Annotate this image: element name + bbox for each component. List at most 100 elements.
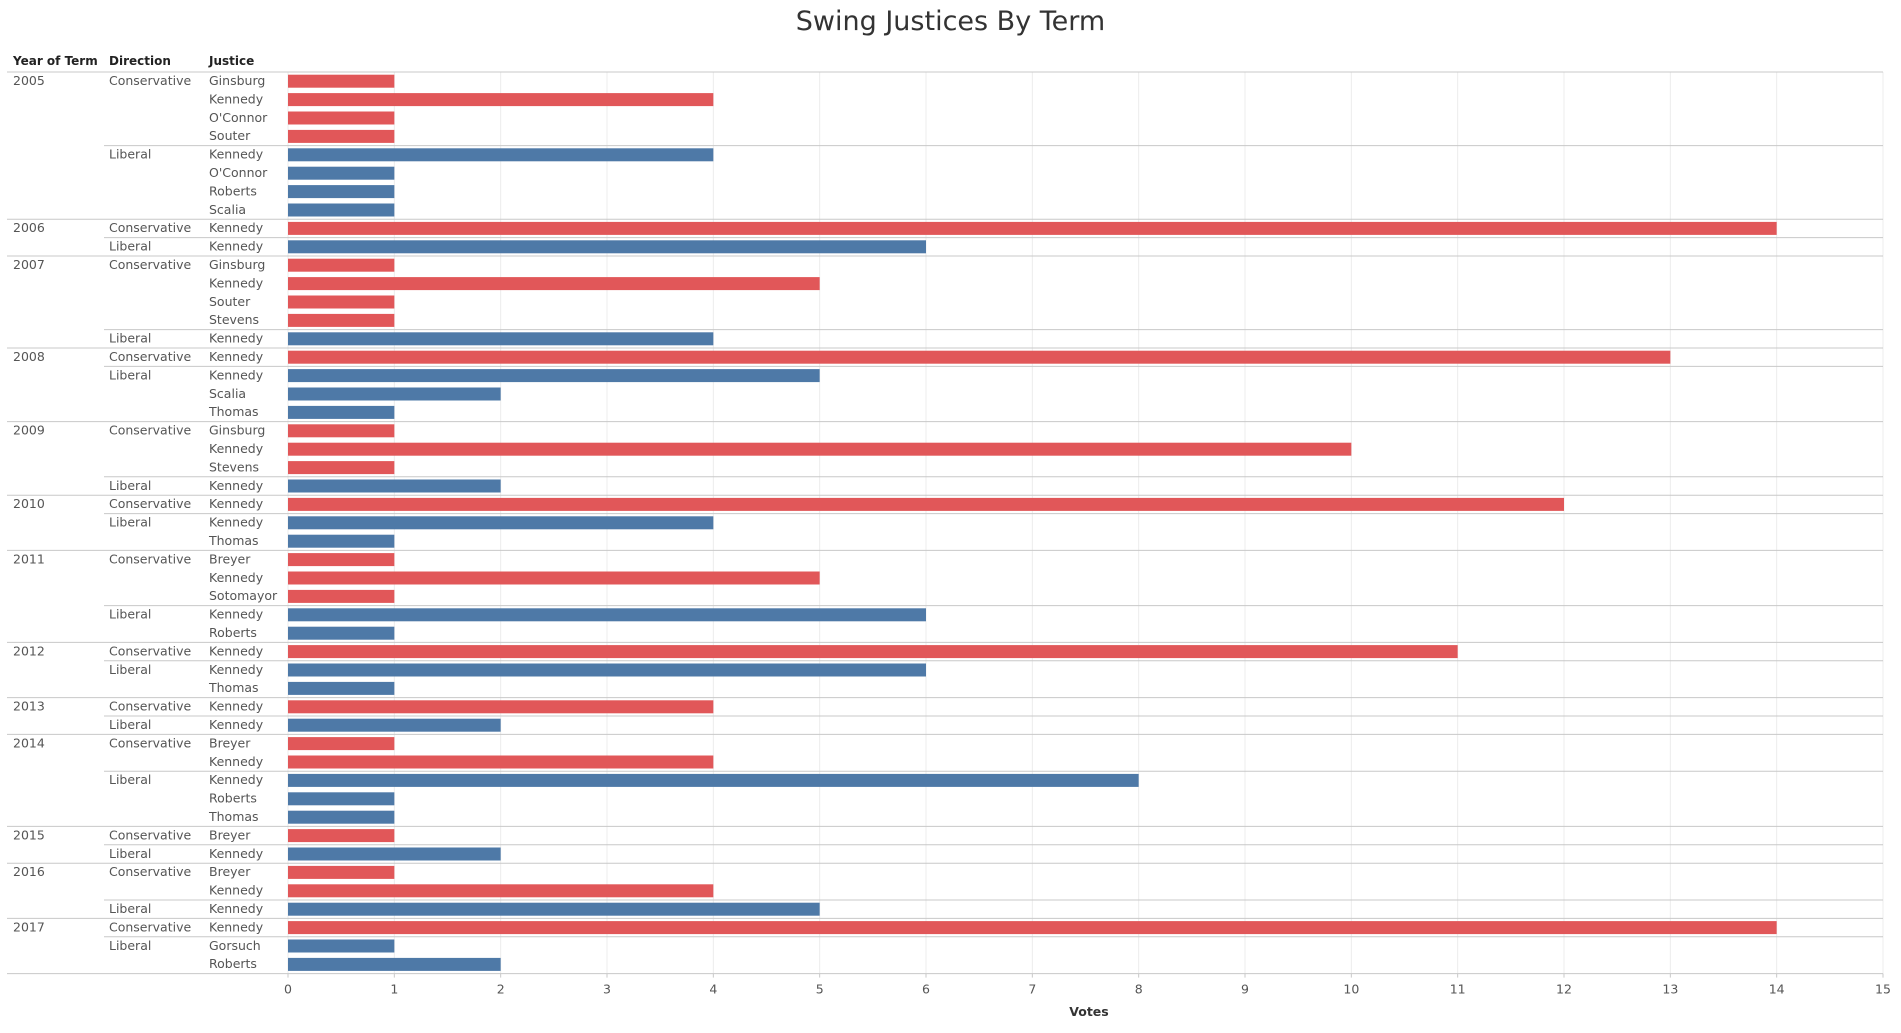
header-direction: Direction [109,54,171,68]
justice-label: O'Connor [209,110,268,125]
justice-label: Roberts [209,183,257,198]
justice-label: Kennedy [209,919,264,934]
justice-label: Roberts [209,791,257,806]
year-label: 2011 [13,551,45,566]
bar [288,93,714,107]
direction-label: Conservative [109,643,191,658]
tick-label: 1 [390,982,398,997]
justice-label: Kennedy [209,91,264,106]
x-axis: 0 1 2 3 4 5 6 7 8 9 10 11 12 13 14 15 [284,973,1891,997]
direction-label: Conservative [109,423,191,438]
justice-label: Thomas [208,809,259,824]
justice-label: Kennedy [209,147,264,162]
direction-label: Conservative [109,349,191,364]
direction-label: Liberal [109,938,151,953]
year-label: 2009 [13,423,45,438]
bar [288,865,395,879]
bar [288,792,395,806]
direction-label: Liberal [109,331,151,346]
bar [288,461,395,475]
year-label: 2005 [13,73,45,88]
direction-label: Conservative [109,257,191,272]
bar [288,185,395,199]
bar [288,277,820,291]
year-label: 2017 [13,919,45,934]
bars [288,74,1777,971]
bar [288,258,395,272]
justice-label: Thomas [208,404,259,419]
year-label: 2014 [13,735,45,750]
bar [288,553,395,567]
justice-label: Kennedy [209,496,264,511]
justice-label: Kennedy [209,772,264,787]
tick-label: 3 [603,982,611,997]
bar [288,957,501,971]
direction-label: Conservative [109,496,191,511]
justice-label: Roberts [209,625,257,640]
bar [288,332,714,346]
bar [288,645,1458,659]
bar [288,148,714,162]
direction-label: Conservative [109,220,191,235]
year-label: 2010 [13,496,45,511]
justice-label: Kennedy [209,367,264,382]
bar [288,497,1564,511]
bar [288,203,395,217]
bar [288,369,820,383]
bar [288,847,501,861]
justice-label: Kennedy [209,607,264,622]
justice-label: Kennedy [209,662,264,677]
justice-label: Gorsuch [209,938,261,953]
justice-label: Ginsburg [209,257,265,272]
row-separators [7,71,1883,975]
justice-label: Kennedy [209,478,264,493]
justice-label: Kennedy [209,570,264,585]
bar [288,405,395,419]
bar [288,516,714,530]
direction-label: Conservative [109,735,191,750]
justice-label: Scalia [209,386,246,401]
tick-label: 9 [1241,982,1249,997]
justice-label: Scalia [209,202,246,217]
tick-label: 15 [1875,982,1891,997]
bar [288,111,395,125]
direction-label: Conservative [109,919,191,934]
tick-label: 5 [816,982,824,997]
direction-label: Liberal [109,515,151,530]
justice-label: Sotomayor [209,588,278,603]
bar [288,221,1777,235]
justice-label: Kennedy [209,275,264,290]
justice-label: Ginsburg [209,423,265,438]
bar [288,902,820,916]
bar [288,681,395,695]
bar [288,589,395,603]
direction-label: Liberal [109,239,151,254]
justice-label: Kennedy [209,901,264,916]
direction-label: Conservative [109,699,191,714]
bar [288,129,395,143]
year-label: 2008 [13,349,45,364]
bar [288,939,395,953]
year-label: 2007 [13,257,45,272]
justice-label: Kennedy [209,717,264,732]
bar [288,810,395,824]
direction-label: Conservative [109,827,191,842]
justice-label: O'Connor [209,165,268,180]
year-label: 2006 [13,220,45,235]
justice-label: Kennedy [209,349,264,364]
tick-label: 14 [1769,982,1785,997]
direction-label: Liberal [109,367,151,382]
year-label: 2012 [13,643,45,658]
header-justice: Justice [208,54,254,68]
year-label: 2013 [13,699,45,714]
justice-label: Thomas [208,533,259,548]
tick-label: 11 [1450,982,1466,997]
tick-label: 13 [1662,982,1678,997]
bar [288,718,501,732]
bar [288,166,395,180]
direction-label: Liberal [109,478,151,493]
bar [288,424,395,438]
tick-label: 4 [709,982,717,997]
bar [288,313,395,327]
